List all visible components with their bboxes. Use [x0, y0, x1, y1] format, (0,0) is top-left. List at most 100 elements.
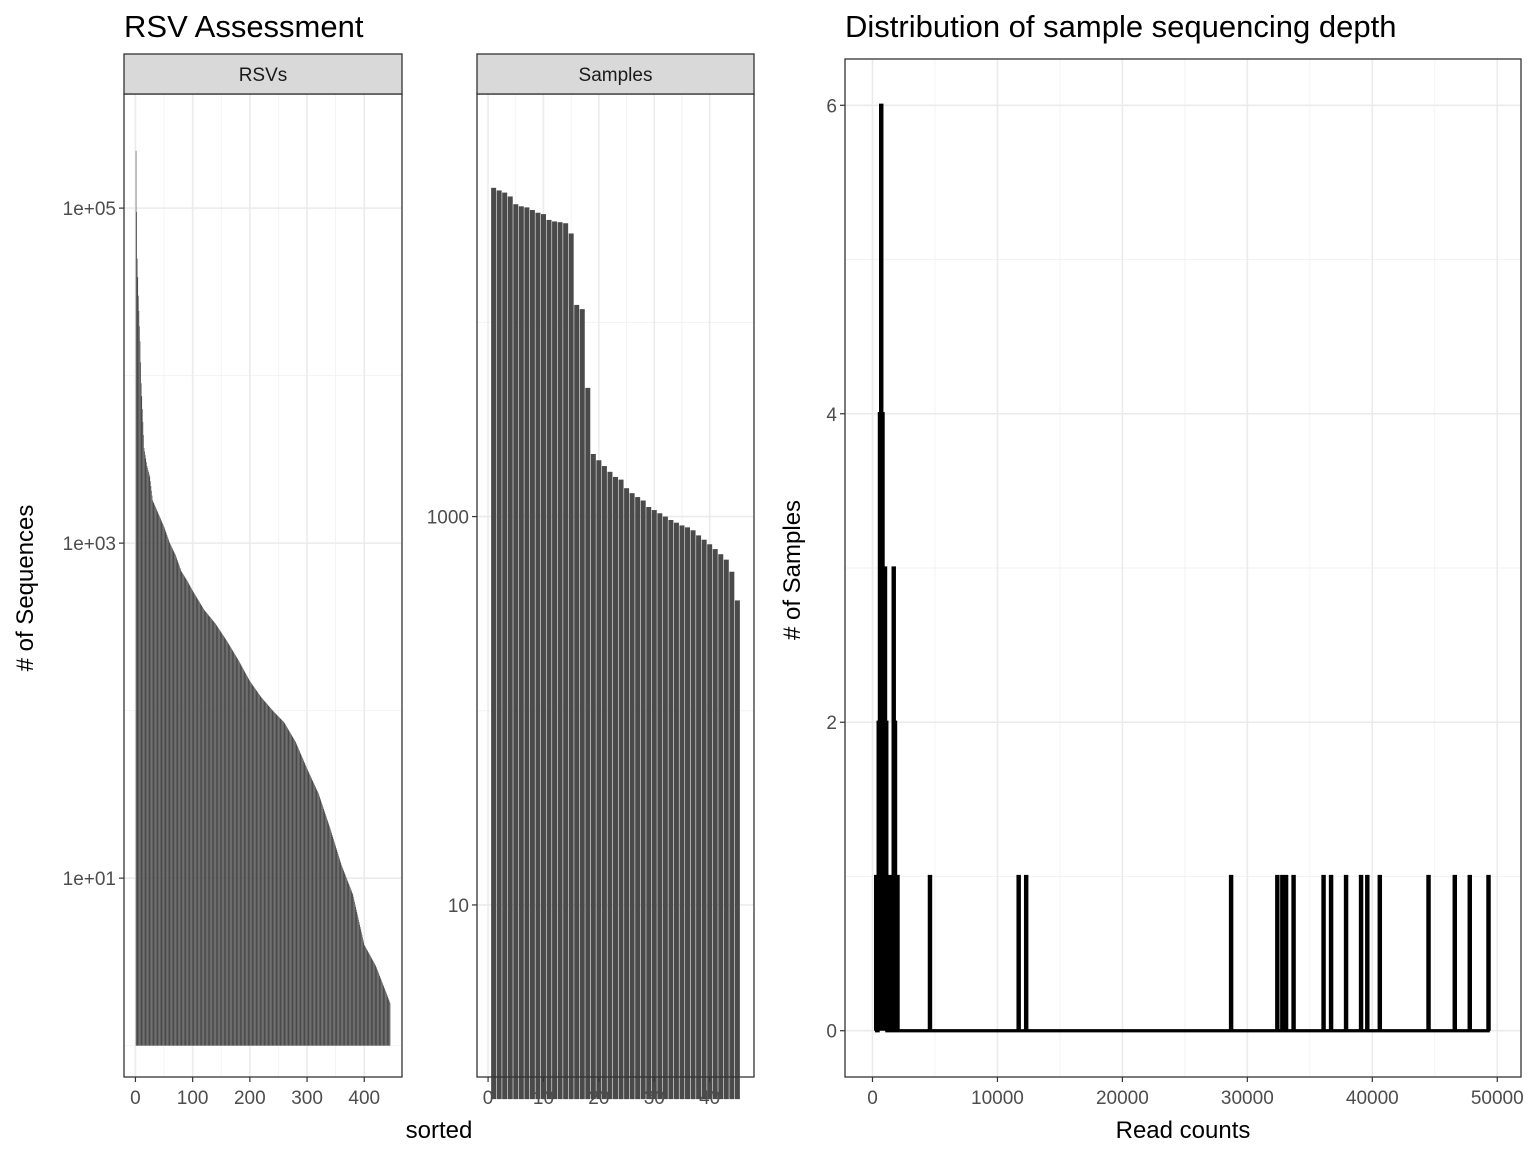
- bar: [324, 812, 326, 1046]
- bar: [251, 684, 253, 1046]
- bar: [144, 455, 146, 1046]
- bar: [261, 698, 263, 1046]
- bar: [230, 647, 232, 1046]
- bar: [237, 659, 239, 1046]
- bar: [267, 704, 268, 1046]
- bar: [341, 866, 343, 1046]
- bar: [662, 516, 668, 1100]
- bar: [250, 681, 251, 1046]
- bar: [275, 713, 276, 1046]
- bar: [290, 734, 292, 1046]
- bar: [270, 707, 271, 1046]
- bar: [303, 762, 305, 1046]
- bar: [266, 704, 268, 1046]
- bar: [171, 547, 173, 1046]
- bar: [342, 869, 344, 1046]
- left-x-axis-title: sorted: [406, 1117, 473, 1144]
- bar: [221, 633, 223, 1046]
- bar: [373, 962, 375, 1046]
- bar: [685, 527, 691, 1100]
- bar: [273, 711, 275, 1046]
- bar: [174, 552, 175, 1046]
- bar: [370, 956, 371, 1046]
- bar: [314, 786, 316, 1046]
- bar: [319, 796, 320, 1046]
- bar: [199, 603, 201, 1046]
- bar: [193, 592, 195, 1046]
- bar: [540, 214, 546, 1100]
- bar: [259, 695, 261, 1046]
- y-tick-label: 4: [826, 405, 837, 426]
- bar: [262, 699, 264, 1046]
- x-tick-label: 30: [644, 1088, 665, 1109]
- bar: [224, 638, 226, 1046]
- left-figure-title: RSV Assessment: [124, 9, 364, 44]
- bar: [378, 973, 379, 1046]
- bar: [146, 465, 148, 1046]
- bar: [298, 750, 300, 1046]
- bar: [243, 670, 245, 1046]
- y-tick-label: 1000: [427, 508, 469, 529]
- bar: [353, 899, 355, 1046]
- x-tick-label: 400: [348, 1088, 380, 1109]
- bar: [227, 642, 228, 1046]
- bar: [319, 798, 321, 1046]
- bar: [164, 528, 165, 1046]
- bar: [690, 530, 696, 1100]
- bar: [288, 730, 290, 1046]
- bar: [201, 605, 203, 1046]
- bar: [137, 277, 139, 1046]
- bar: [376, 967, 377, 1046]
- bar: [226, 641, 228, 1046]
- bar: [734, 600, 740, 1100]
- bar: [651, 510, 657, 1100]
- bar: [136, 258, 138, 1046]
- y-tick-label: 2: [826, 713, 837, 734]
- bar: [176, 558, 177, 1046]
- bar: [384, 989, 386, 1046]
- bar: [374, 963, 375, 1046]
- bar: [242, 668, 244, 1046]
- bar: [195, 596, 197, 1046]
- bar: [177, 561, 179, 1046]
- bar: [315, 788, 317, 1046]
- bar: [180, 569, 181, 1046]
- bar: [313, 783, 315, 1046]
- y-tick-label: 6: [826, 96, 837, 117]
- bar: [158, 513, 159, 1046]
- bar: [317, 791, 318, 1046]
- x-tick-label: 200: [234, 1088, 266, 1109]
- y-tick-label: 1e+05: [63, 199, 116, 220]
- bar: [552, 221, 558, 1100]
- bar: [646, 507, 652, 1100]
- y-tick-label: 10: [448, 896, 469, 917]
- bar: [194, 594, 196, 1046]
- bar: [157, 512, 159, 1046]
- bar: [182, 573, 184, 1046]
- y-tick-label: 1e+01: [63, 869, 116, 890]
- right-y-axis-title: # of Samples: [779, 500, 806, 640]
- bar: [154, 505, 156, 1046]
- bar: [295, 741, 296, 1046]
- bar: [491, 187, 497, 1100]
- bar: [231, 649, 233, 1046]
- bar: [354, 904, 356, 1046]
- bar: [145, 458, 147, 1046]
- bar: [225, 639, 227, 1046]
- bar: [535, 212, 541, 1100]
- bar: [235, 656, 237, 1046]
- bar: [222, 634, 223, 1046]
- bar: [507, 196, 513, 1100]
- bar: [513, 204, 519, 1100]
- bar: [333, 840, 335, 1046]
- bar: [238, 660, 239, 1046]
- bar: [369, 954, 370, 1046]
- bar: [263, 700, 265, 1046]
- bar: [212, 620, 214, 1046]
- bar: [321, 802, 322, 1046]
- bar: [629, 493, 635, 1100]
- bar: [366, 948, 367, 1046]
- bar: [247, 678, 249, 1046]
- bar: [171, 546, 172, 1046]
